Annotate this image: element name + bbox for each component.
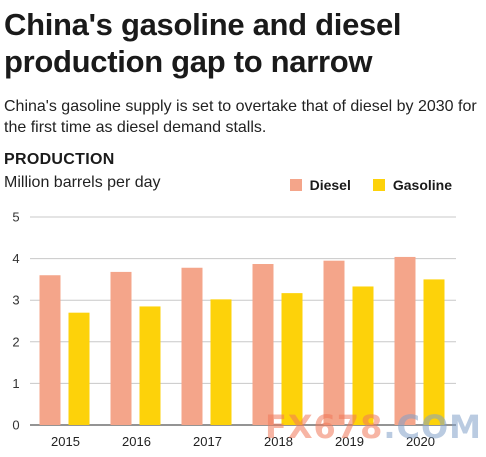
y-tick-label-1: 1 — [12, 376, 19, 391]
bar-gasoline-2016 — [139, 306, 161, 425]
y-tick-label-0: 0 — [12, 418, 19, 433]
chart-subtitle: China's gasoline supply is set to overta… — [4, 98, 477, 136]
bar-chart: 0 1 2 3 4 5 2015 2016 2017 2018 2019 2020 — [12, 210, 456, 449]
legend-label-diesel: Diesel — [309, 177, 351, 193]
bar-gasoline-2019 — [352, 286, 374, 425]
bar-gasoline-2017 — [210, 299, 232, 425]
chart-title: China's gasoline and diesel production g… — [4, 7, 402, 79]
legend: Diesel Gasoline — [268, 177, 452, 193]
watermark: FX678.COM — [265, 408, 482, 446]
y-tick-label-5: 5 — [12, 210, 19, 225]
y-tick-label-3: 3 — [12, 293, 19, 308]
legend-item-diesel: Diesel — [289, 177, 351, 193]
watermark-part-b: .COM — [383, 408, 483, 446]
bar-gasoline-2020 — [423, 279, 445, 425]
bar-diesel-2017 — [181, 267, 203, 425]
legend-label-gasoline: Gasoline — [392, 177, 452, 193]
legend-swatch-gasoline — [372, 179, 385, 191]
x-tick-label-2020: 2020 — [406, 434, 435, 449]
section-heading: PRODUCTION — [4, 151, 115, 168]
bar-diesel-2015 — [39, 275, 61, 425]
legend-swatch-diesel — [289, 179, 302, 191]
bar-gasoline-2018 — [281, 293, 303, 425]
x-tick-label-2017: 2017 — [193, 434, 222, 449]
bar-diesel-2019 — [323, 260, 345, 425]
y-tick-label-4: 4 — [12, 251, 19, 266]
watermark-part-a: FX678 — [265, 408, 384, 446]
y-tick-label-2: 2 — [12, 334, 19, 349]
legend-item-gasoline: Gasoline — [372, 177, 452, 193]
bar-gasoline-2015 — [68, 312, 90, 425]
x-tick-label-2016: 2016 — [122, 434, 151, 449]
x-tick-label-2018: 2018 — [264, 434, 293, 449]
bar-diesel-2018 — [252, 264, 274, 425]
bar-diesel-2020 — [394, 256, 416, 425]
x-tick-label-2019: 2019 — [335, 434, 364, 449]
y-axis-units: Million barrels per day — [4, 174, 161, 191]
bar-diesel-2016 — [110, 271, 132, 425]
x-tick-label-2015: 2015 — [51, 434, 80, 449]
